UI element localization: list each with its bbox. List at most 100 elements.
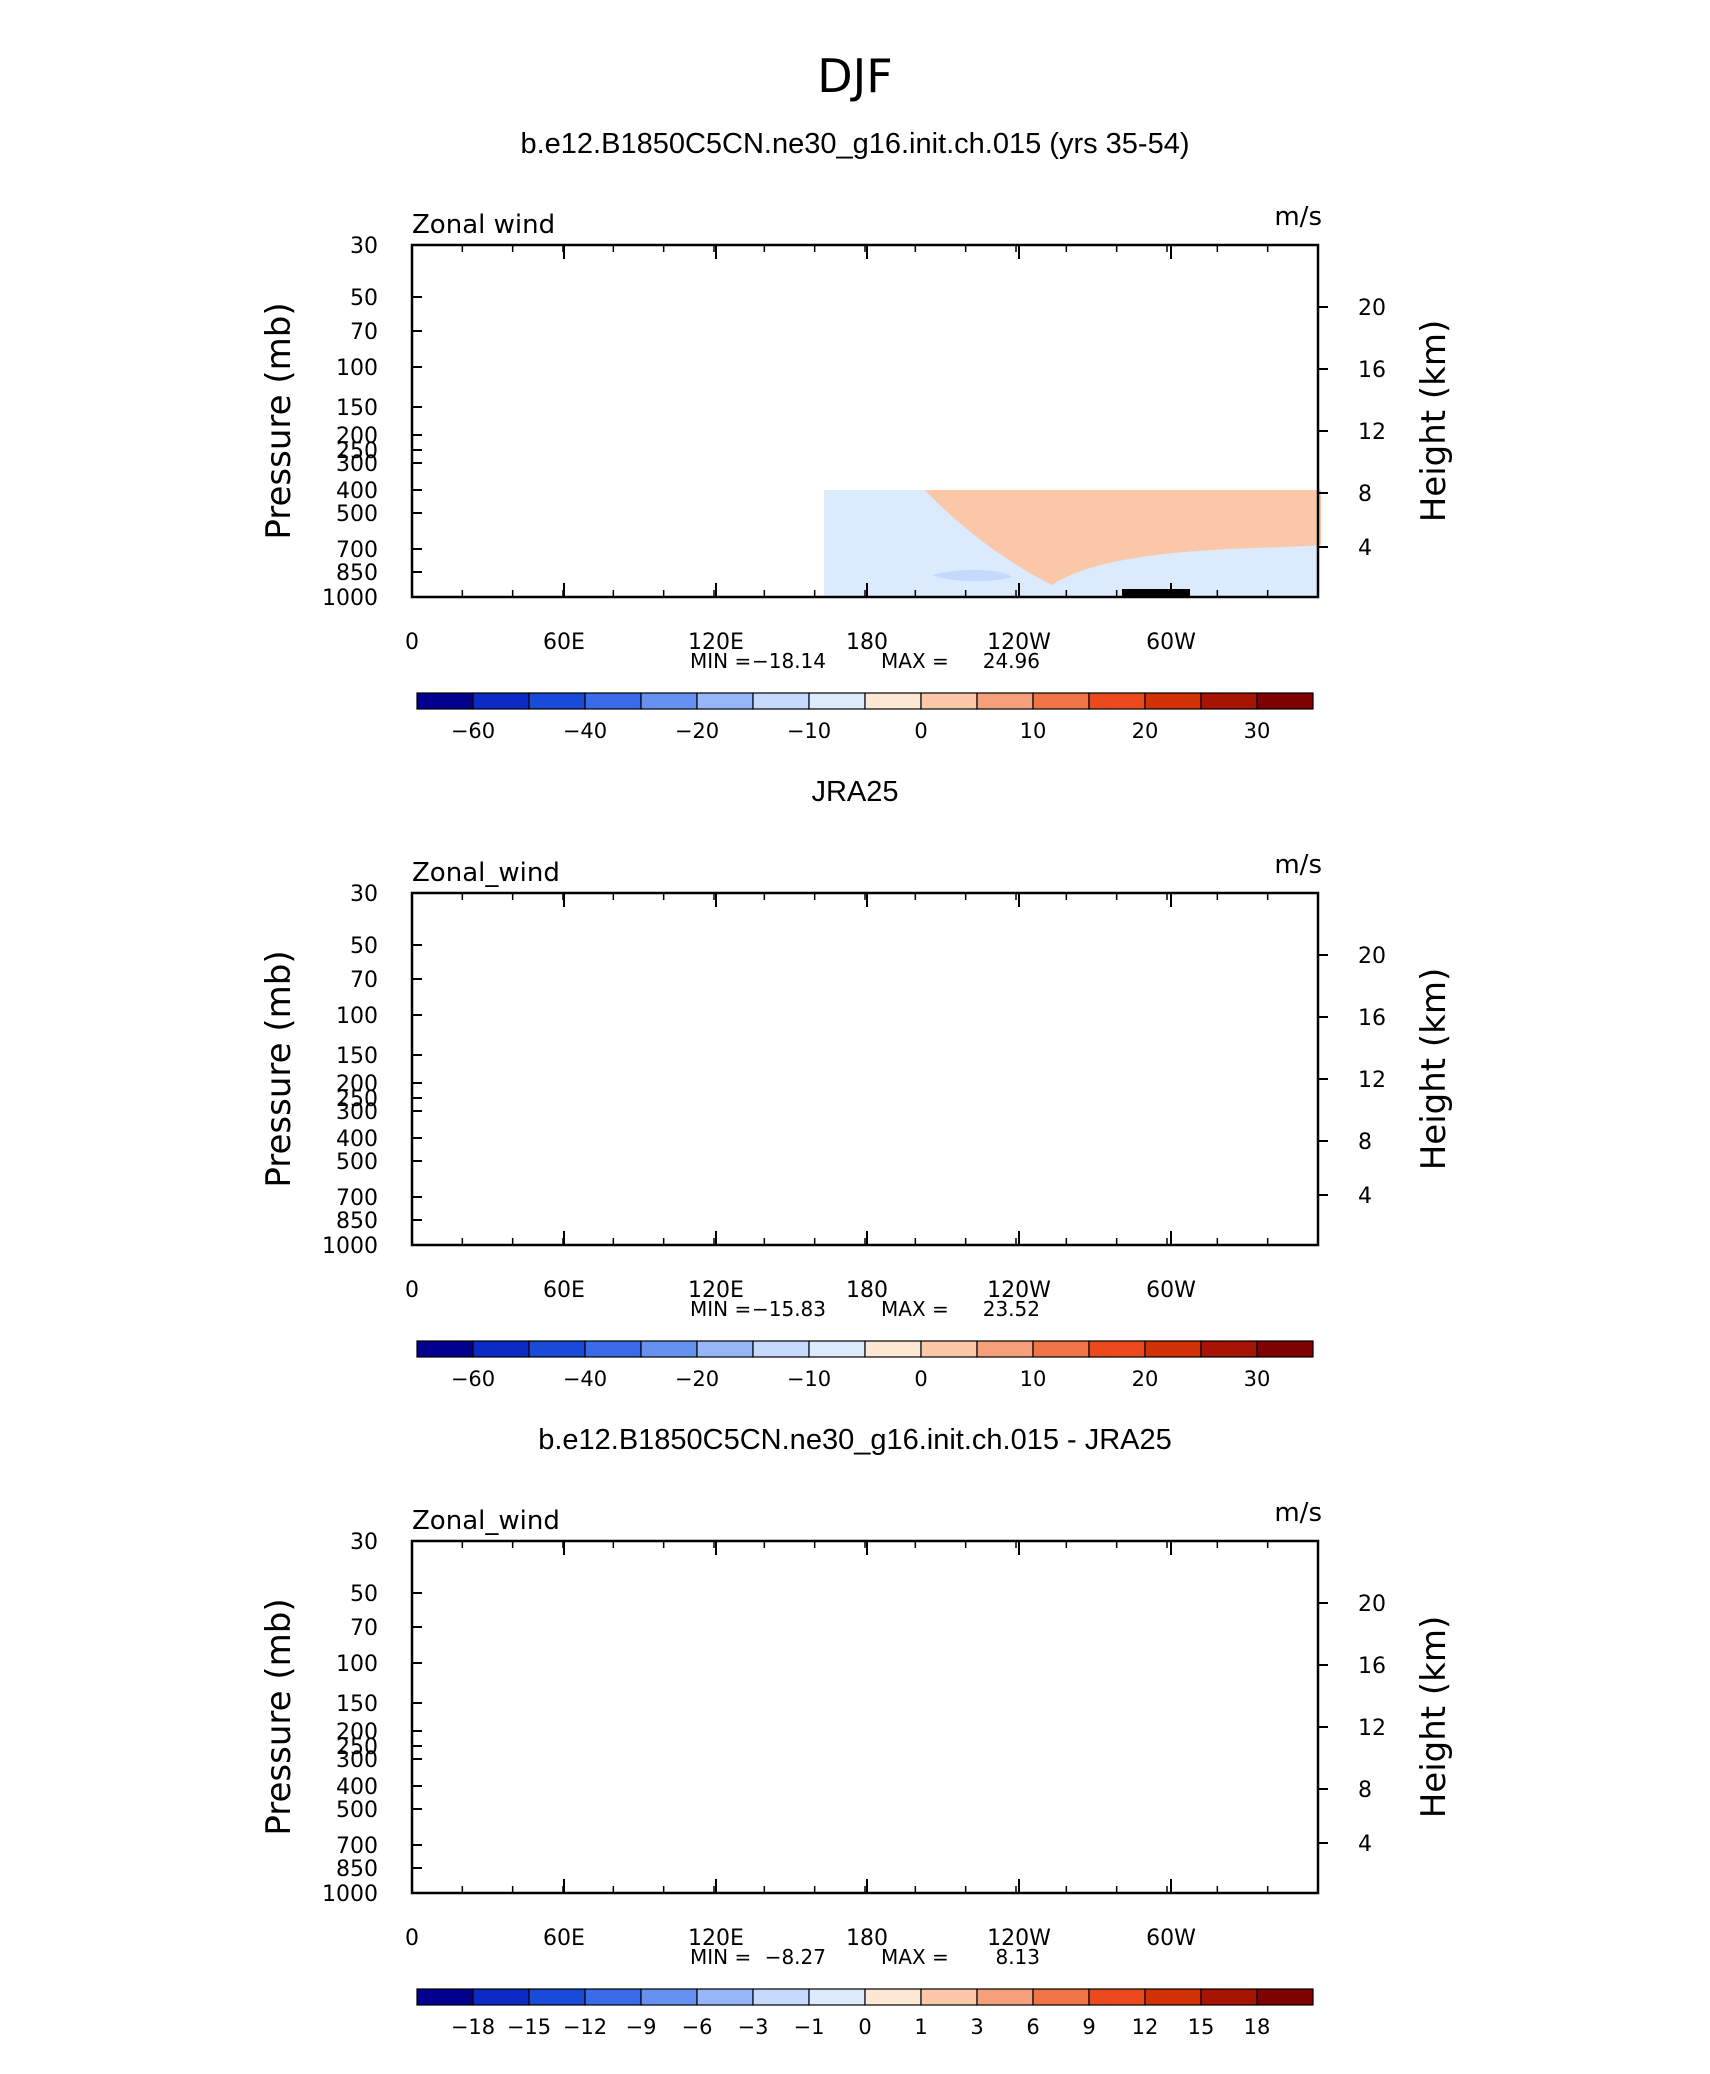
- colorbar-swatch: [528, 692, 586, 710]
- colorbar-swatch: [752, 1340, 810, 1358]
- contour-region: [927, 352, 1092, 432]
- y-tick-label: 30: [350, 882, 378, 907]
- x-tick-label: 180: [846, 1278, 888, 1303]
- colorbar-swatch: [864, 1988, 922, 2006]
- contour-region: [412, 577, 652, 597]
- y-tick-label: 200: [336, 1720, 378, 1745]
- x-tick-label: 60E: [543, 1926, 585, 1951]
- chart-panel-3: b.e12.B1850C5CN.ne30_g16.init.ch.015 - J…: [259, 1424, 1454, 2039]
- colorbar-swatch: [696, 692, 754, 710]
- colorbar-swatch: [864, 692, 922, 710]
- y-tick-label: 300: [336, 452, 378, 477]
- contour-region: [732, 936, 1321, 1193]
- colorbar-swatch: [1144, 1340, 1202, 1358]
- contour-region: [1232, 377, 1287, 404]
- height-tick-label: 8: [1358, 482, 1372, 507]
- contour-field: [412, 342, 1321, 597]
- topography-mask: [1122, 589, 1190, 597]
- colorbar-label: −20: [675, 1367, 719, 1391]
- x-tick-label: 120E: [688, 630, 744, 655]
- y-tick-label: 1000: [322, 586, 378, 611]
- contour-region: [660, 363, 757, 415]
- colorbar-swatch: [752, 692, 810, 710]
- max-label: MAX =: [881, 1297, 949, 1321]
- colorbar-label: −60: [451, 719, 495, 743]
- contour-region: [882, 1583, 1112, 1605]
- y-axis-right-title: Height (km): [1414, 968, 1454, 1171]
- variable-label: Zonal wind: [412, 210, 555, 240]
- colorbar-label: 0: [914, 719, 927, 743]
- contour-region: [412, 345, 445, 465]
- y-axis-title: Pressure (mb): [259, 950, 299, 1187]
- colorbar: −60 −40 −20 −10 0 10 20 30: [416, 1340, 1314, 1391]
- min-value: −8.27: [765, 1945, 826, 1969]
- contour-region: [924, 490, 1321, 585]
- x-tick-label: 120W: [987, 1926, 1051, 1951]
- topography-mask: [432, 1877, 517, 1893]
- contour-region: [812, 1575, 1262, 1621]
- colorbar-label: 10: [1020, 719, 1047, 743]
- y-tick-label: 400: [336, 1775, 378, 1800]
- contour-region: [1062, 1680, 1093, 1705]
- height-tick-label: 16: [1358, 1654, 1386, 1679]
- contour-region: [912, 1695, 996, 1791]
- x-tick-label: 0: [405, 1926, 419, 1951]
- y-tick-label: 700: [336, 1186, 378, 1211]
- contour-region: [772, 1690, 798, 1713]
- contour-region: [918, 982, 1072, 1066]
- y-tick-label: 200: [336, 1072, 378, 1097]
- y-tick-label: 150: [336, 1692, 378, 1717]
- contour-region: [412, 1541, 1321, 1651]
- contour-region: [532, 549, 754, 597]
- max-label: MAX =: [881, 1945, 949, 1969]
- max-value: 24.96: [983, 649, 1040, 673]
- min-value: −18.14: [752, 649, 826, 673]
- contour-field: [412, 893, 1321, 1245]
- colorbar-swatch: [808, 1988, 866, 2006]
- variable-label: Zonal_wind: [412, 858, 560, 888]
- x-tick-label: 60W: [1146, 1926, 1196, 1951]
- colorbar-swatch: [640, 1340, 698, 1358]
- plot-frame: [410, 891, 1320, 1247]
- contour-region: [432, 1048, 626, 1169]
- contour-region: [499, 1837, 752, 1893]
- x-tick-label: 60W: [1146, 1278, 1196, 1303]
- contour-region: [1209, 363, 1302, 413]
- y-tick-label: 700: [336, 1834, 378, 1859]
- y-axis-right-title: Height (km): [1414, 320, 1454, 523]
- contour-region: [412, 385, 421, 425]
- colorbar-swatch: [1200, 1988, 1258, 2006]
- colorbar-label: 0: [858, 2015, 871, 2039]
- colorbar-label: 9: [1082, 2015, 1095, 2039]
- contour-region: [706, 1047, 718, 1057]
- y-tick-label: 1000: [322, 1882, 378, 1907]
- y-tick-label: 850: [336, 1857, 378, 1882]
- contour-region: [1247, 1017, 1277, 1041]
- height-tick-label: 12: [1358, 1716, 1386, 1741]
- contour-field: [412, 1541, 1321, 1893]
- colorbar-swatch: [808, 692, 866, 710]
- field-background: [412, 893, 1318, 1245]
- colorbar-label: −9: [626, 2015, 657, 2039]
- y-tick-label: 70: [350, 1616, 378, 1641]
- colorbar-swatch: [472, 1988, 530, 2006]
- height-tick-label: 8: [1358, 1130, 1372, 1155]
- colorbar-label: 0: [914, 1367, 927, 1391]
- y-tick-label: 70: [350, 320, 378, 345]
- y-tick-label: 30: [350, 234, 378, 259]
- units-label: m/s: [1274, 850, 1322, 880]
- contour-region: [882, 342, 1212, 470]
- contour-region: [952, 1788, 1321, 1893]
- height-tick-label: 20: [1358, 296, 1386, 321]
- y-tick-label: 700: [336, 538, 378, 563]
- height-tick-label: 20: [1358, 1592, 1386, 1617]
- contour-region: [972, 1012, 1012, 1037]
- panel-title: JRA25: [811, 776, 898, 808]
- x-tick-label: 60E: [543, 1278, 585, 1303]
- x-tick-label: 180: [846, 630, 888, 655]
- colorbar: −18 −15 −12 −9 −6 −3 −1 0 1 3 6 9 12 15 18: [416, 1988, 1314, 2039]
- y-tick-label: 850: [336, 1209, 378, 1234]
- y-tick-label: 250: [336, 1735, 378, 1760]
- plot-frame: [410, 1539, 1320, 1895]
- max-label: MAX =: [881, 649, 949, 673]
